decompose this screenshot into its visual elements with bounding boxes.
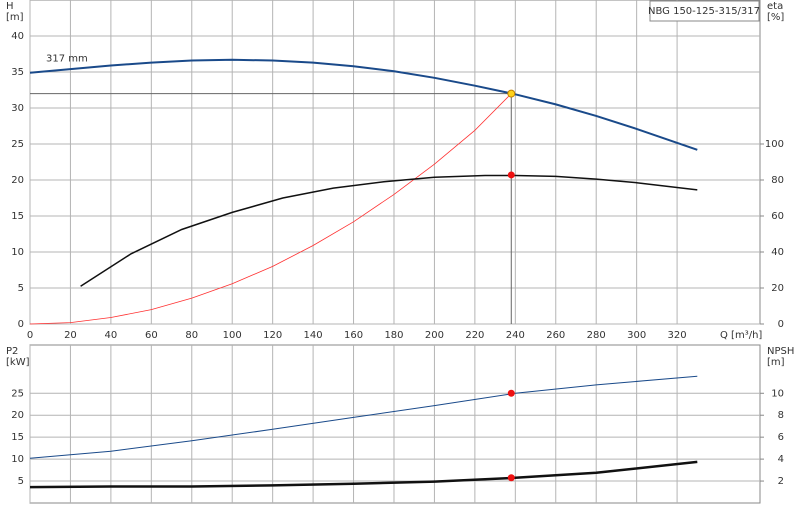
x-tick-label: 240 — [506, 330, 525, 341]
plot-frame — [29, 344, 761, 504]
y2-tick-label: 0 — [778, 319, 784, 330]
x-tick-label: 320 — [668, 330, 687, 341]
duty-point — [507, 389, 515, 397]
y2-tick-label: 60 — [771, 211, 784, 222]
y-tick-label: 5 — [18, 476, 24, 487]
y-tick-label: 5 — [18, 283, 24, 294]
y2-tick-label: 40 — [771, 247, 784, 258]
y2-tick-label: 4 — [778, 454, 784, 465]
y-tick-label: 40 — [11, 31, 24, 42]
x-tick-label: 80 — [185, 330, 198, 341]
x-tick-label: 300 — [627, 330, 646, 341]
y-tick-label: 35 — [11, 67, 24, 78]
y2-axis-unit: [m] — [767, 357, 785, 368]
x-tick-label: 140 — [304, 330, 323, 341]
y-axis-label: H — [6, 1, 14, 12]
x-tick-label: 40 — [105, 330, 118, 341]
x-tick-label: 280 — [587, 330, 606, 341]
y-tick-label: 30 — [11, 103, 24, 114]
series-line — [29, 375, 698, 459]
series-line — [29, 58, 698, 151]
y-tick-label: 25 — [11, 139, 24, 150]
series-line — [80, 174, 698, 287]
y-tick-label: 15 — [11, 432, 24, 443]
y2-tick-label: 10 — [771, 388, 784, 399]
duty-point — [507, 89, 516, 98]
y2-tick-label: 6 — [778, 432, 784, 443]
x-tick-label: 120 — [263, 330, 282, 341]
x-tick-label: 60 — [145, 330, 158, 341]
y2-tick-label: 100 — [765, 139, 784, 150]
x-tick-label: 200 — [425, 330, 444, 341]
y-axis-unit: [m] — [6, 12, 24, 23]
x-tick-label: 260 — [546, 330, 565, 341]
x-tick-label: 180 — [384, 330, 403, 341]
series-line — [29, 460, 698, 489]
y-tick-label: 10 — [11, 454, 24, 465]
title-box — [649, 0, 760, 22]
x-tick-label: 220 — [465, 330, 484, 341]
y-tick-label: 25 — [11, 388, 24, 399]
duty-point — [507, 171, 515, 179]
y-tick-label: 0 — [18, 319, 24, 330]
y-tick-label: 15 — [11, 211, 24, 222]
y-tick-label: 20 — [11, 410, 24, 421]
series-label: 317 mm — [46, 54, 88, 65]
x-tick-label: 100 — [223, 330, 242, 341]
y-tick-label: 10 — [11, 247, 24, 258]
y-axis-unit: [kW] — [6, 357, 30, 368]
y2-tick-label: 80 — [771, 175, 784, 186]
x-tick-label: 0 — [27, 330, 33, 341]
series-line — [29, 93, 512, 325]
y2-axis-label: eta — [767, 1, 783, 12]
y2-tick-label: 8 — [778, 410, 784, 421]
y2-tick-label: 2 — [778, 476, 784, 487]
chart-title: NBG 150-125-315/317 — [648, 6, 760, 17]
duty-point — [507, 474, 515, 482]
y-tick-label: 20 — [11, 175, 24, 186]
x-axis-label: Q [m³/h] — [720, 330, 762, 341]
plot-frame — [29, 0, 761, 325]
x-tick-label: 160 — [344, 330, 363, 341]
y2-axis-unit: [%] — [767, 12, 784, 23]
y2-axis-label: NPSH — [767, 346, 794, 357]
y2-tick-label: 20 — [771, 283, 784, 294]
x-tick-label: 20 — [64, 330, 77, 341]
y-axis-label: P2 — [6, 346, 18, 357]
